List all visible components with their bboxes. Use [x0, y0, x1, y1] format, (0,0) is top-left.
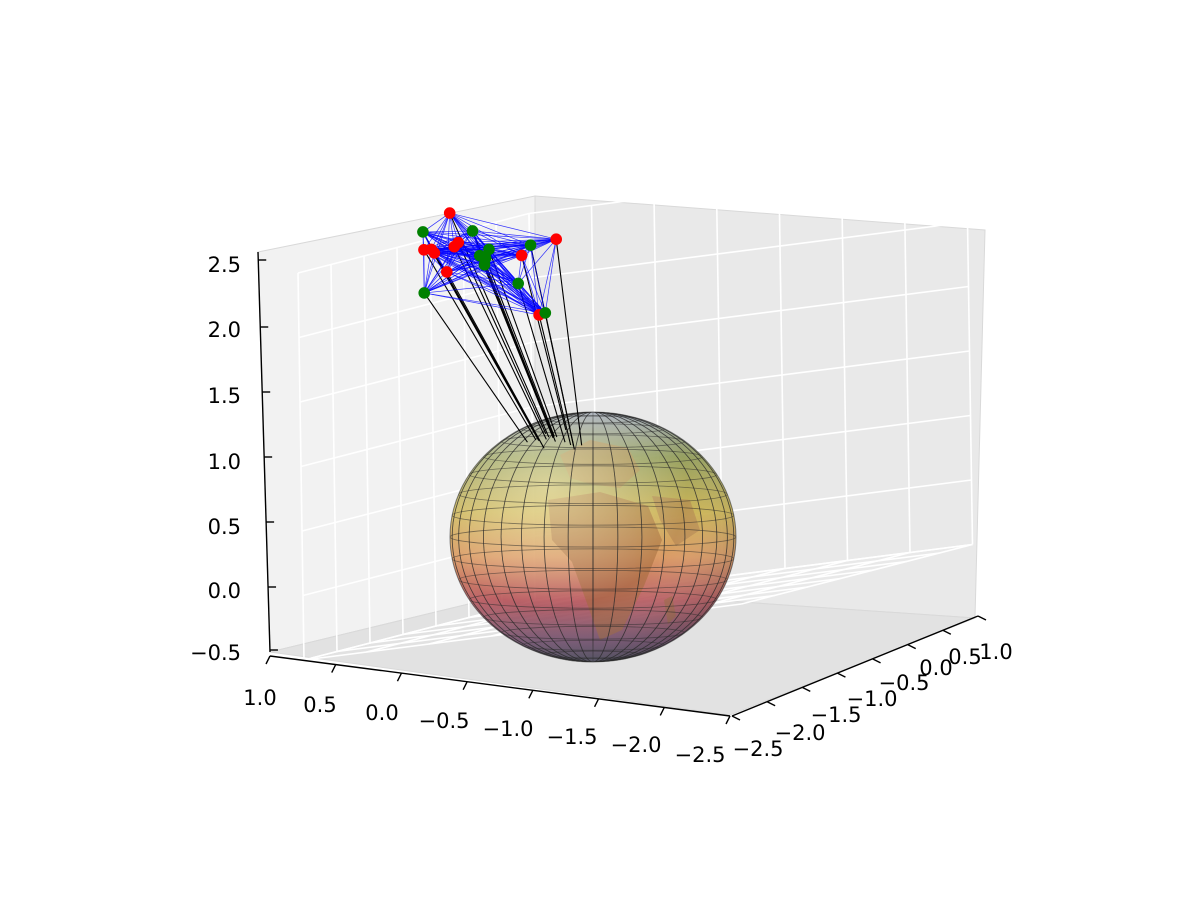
- red-point: [453, 237, 464, 248]
- x-tick: [397, 673, 401, 681]
- green-point: [540, 307, 551, 318]
- x-tick-label: −2.0: [611, 733, 662, 757]
- earth-globe: [450, 412, 736, 662]
- z-tick-label: 2.5: [208, 253, 241, 277]
- y-tick: [943, 630, 951, 634]
- red-point: [441, 266, 452, 277]
- x-tick: [463, 682, 467, 690]
- y-tick: [978, 616, 986, 620]
- y-tick: [732, 716, 740, 720]
- y-tick-label: 0.5: [948, 645, 981, 669]
- x-tick: [595, 699, 599, 707]
- green-point: [525, 240, 536, 251]
- x-tick: [726, 716, 730, 724]
- y-tick: [767, 702, 775, 706]
- red-point: [516, 250, 527, 261]
- x-tick-label: −1.0: [483, 717, 534, 741]
- red-point: [429, 247, 440, 258]
- x-tick-label: −0.5: [419, 709, 470, 733]
- y-tick-label: 1.0: [979, 640, 1012, 664]
- green-point: [513, 278, 524, 289]
- z-tick-label: 0.0: [208, 579, 241, 603]
- red-point: [444, 208, 455, 219]
- z-tick-label: 1.5: [208, 384, 241, 408]
- y-tick: [908, 645, 916, 649]
- red-point: [551, 234, 562, 245]
- x-tick-label: −2.5: [675, 743, 726, 767]
- x-tick: [529, 690, 533, 698]
- z-tick-label: 0.5: [208, 515, 241, 539]
- red-point: [418, 244, 429, 255]
- z-tick-label: −0.5: [190, 641, 241, 665]
- green-point: [480, 253, 491, 264]
- green-point: [419, 287, 430, 298]
- y-tick: [802, 687, 810, 691]
- x-tick-label: 0.5: [303, 693, 336, 717]
- green-point: [417, 226, 428, 237]
- green-point: [467, 225, 478, 236]
- x-tick: [332, 665, 336, 673]
- y-tick: [837, 673, 845, 677]
- x-tick: [266, 656, 270, 664]
- y-tick: [873, 659, 881, 663]
- z-tick-label: 2.0: [208, 318, 241, 342]
- x-tick-label: 1.0: [243, 686, 276, 710]
- grid-line: [529, 158, 967, 214]
- z-tick-label: 1.0: [208, 450, 241, 474]
- x-tick: [660, 707, 664, 715]
- x-tick-label: 0.0: [365, 701, 398, 725]
- x-tick-label: −1.5: [547, 725, 598, 749]
